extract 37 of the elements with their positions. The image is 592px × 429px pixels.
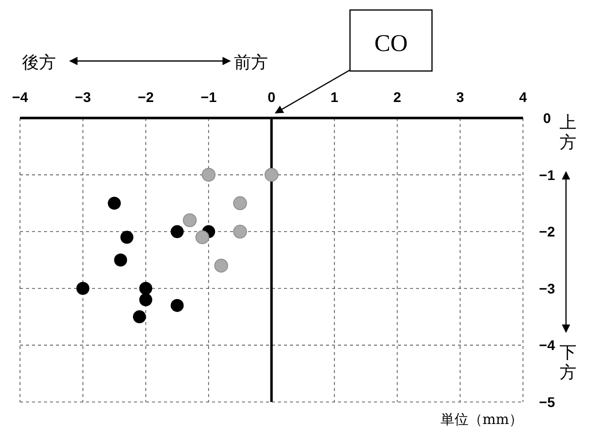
point: [170, 225, 184, 238]
point: [264, 168, 278, 182]
point: [139, 282, 152, 295]
point: [233, 196, 247, 210]
point: [76, 282, 90, 295]
x-tick-label: −1: [200, 89, 217, 105]
point: [195, 230, 210, 244]
text: 下方: [560, 343, 576, 383]
text: 前方: [234, 53, 268, 73]
point: [108, 196, 121, 210]
point: [120, 230, 134, 244]
x-tick-label: 2: [393, 89, 402, 105]
y-tick-label: 0: [543, 110, 552, 126]
point: [214, 258, 228, 273]
point: [233, 224, 247, 238]
point: [132, 310, 146, 324]
point: [139, 293, 152, 306]
y-tick-label: −1: [539, 166, 556, 183]
x-tick-label: 1: [330, 89, 338, 105]
x-tick-label: 4: [519, 89, 528, 105]
x-tick-label: −4: [12, 89, 28, 105]
x-tick-label: 3: [456, 89, 464, 105]
y-tick-label: −4: [539, 337, 556, 354]
text: 上方: [560, 113, 576, 153]
x-tick-label: 0: [268, 89, 276, 105]
point: [114, 254, 128, 266]
y-tick-label: −3: [539, 280, 556, 296]
y-tick-label: −5: [539, 394, 556, 410]
y-tick-label: −2: [539, 224, 556, 240]
text: 単位（mm）: [440, 412, 523, 428]
text: CO: [374, 31, 408, 57]
x-tick-label: −2: [138, 89, 154, 105]
point: [202, 168, 216, 182]
x-tick-label: −3: [74, 89, 92, 105]
point: [182, 213, 197, 228]
point: [170, 298, 184, 312]
text: 後方: [22, 53, 56, 73]
